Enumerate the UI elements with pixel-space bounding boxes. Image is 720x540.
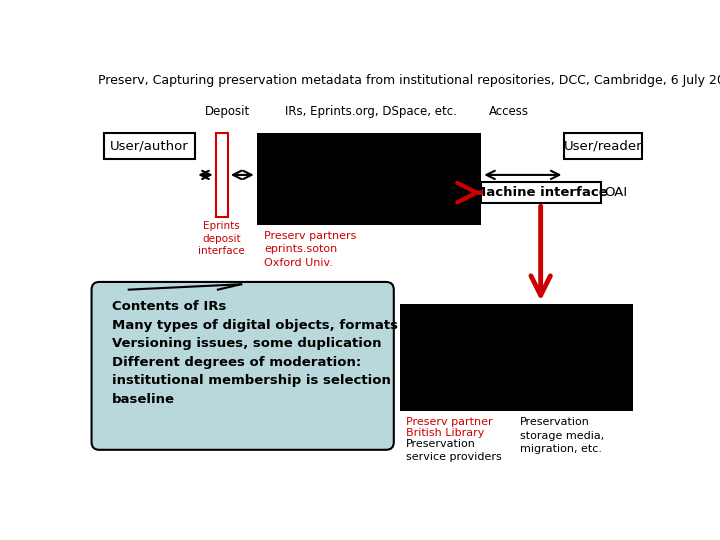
Text: IRs, Eprints.org, DSpace, etc.: IRs, Eprints.org, DSpace, etc. <box>284 105 456 118</box>
Text: User/reader: User/reader <box>564 139 642 152</box>
Text: Eprints
deposit
interface: Eprints deposit interface <box>199 221 245 256</box>
Text: Preserv partners
eprints.soton
Oxford Univ.: Preserv partners eprints.soton Oxford Un… <box>264 231 356 267</box>
FancyBboxPatch shape <box>91 282 394 450</box>
FancyBboxPatch shape <box>564 132 642 159</box>
Text: Preserv partner: Preserv partner <box>406 417 492 428</box>
Polygon shape <box>129 284 241 289</box>
Text: Preservation
service providers: Preservation service providers <box>406 439 502 462</box>
Text: Deposit: Deposit <box>205 105 251 118</box>
Bar <box>256 132 482 225</box>
Text: Machine interface: Machine interface <box>473 186 608 199</box>
FancyBboxPatch shape <box>481 182 600 204</box>
Text: British Library: British Library <box>406 428 485 438</box>
Text: Preservation
storage media,
migration, etc.: Preservation storage media, migration, e… <box>520 417 604 454</box>
FancyBboxPatch shape <box>104 132 195 159</box>
Text: User/author: User/author <box>110 139 189 152</box>
Bar <box>400 303 632 411</box>
Bar <box>215 132 228 217</box>
Text: OAI: OAI <box>604 186 627 199</box>
Text: Access: Access <box>488 105 528 118</box>
Text: Preserv, Capturing preservation metadata from institutional repositories, DCC, C: Preserv, Capturing preservation metadata… <box>98 74 720 87</box>
Text: Contents of IRs
Many types of digital objects, formats
Versioning issues, some d: Contents of IRs Many types of digital ob… <box>112 300 397 406</box>
